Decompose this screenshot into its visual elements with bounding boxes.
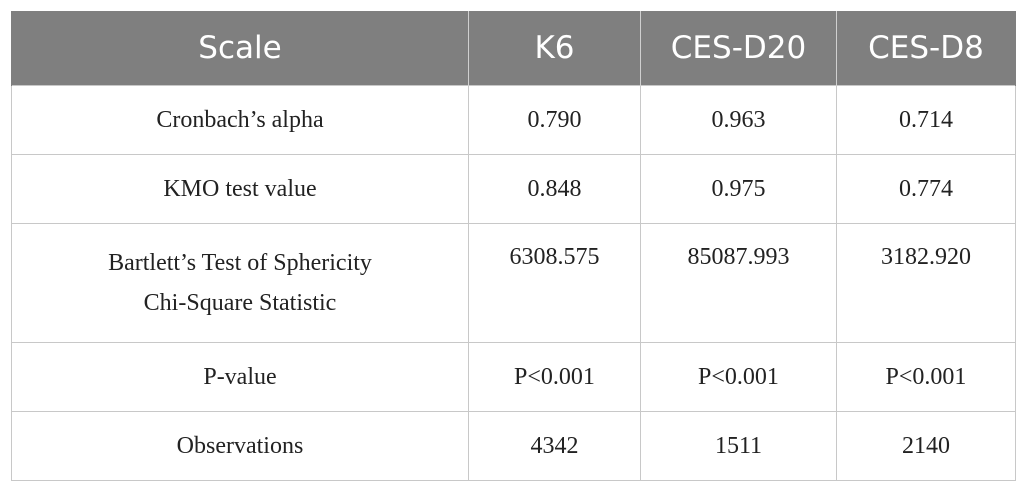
- cell-value: 4342: [468, 411, 641, 481]
- table-row: Observations 4342 1511 2140: [11, 411, 1016, 481]
- cell-value: 2140: [836, 411, 1016, 481]
- reliability-table: Scale K6 CES-D20 CES-D8 Cronbach’s alpha…: [11, 11, 1016, 481]
- row-label-line: Observations: [176, 433, 304, 459]
- table-row: P-value P<0.001 P<0.001 P<0.001: [11, 342, 1016, 412]
- cell-value: 0.714: [836, 85, 1016, 155]
- row-label-line: Cronbach’s alpha: [156, 107, 324, 133]
- header-k6: K6: [468, 11, 641, 86]
- cell-value: 0.790: [468, 85, 641, 155]
- cell-value: 0.975: [640, 154, 837, 224]
- cell-value: P<0.001: [640, 342, 837, 412]
- cell-value: 0.774: [836, 154, 1016, 224]
- header-scale: Scale: [11, 11, 469, 86]
- cell-value: 6308.575: [468, 223, 641, 343]
- table-header-row: Scale K6 CES-D20 CES-D8: [11, 11, 1016, 86]
- reliability-table-container: Scale K6 CES-D20 CES-D8 Cronbach’s alpha…: [11, 11, 1016, 481]
- cell-value: 0.848: [468, 154, 641, 224]
- table-row: KMO test value 0.848 0.975 0.774: [11, 154, 1016, 224]
- row-label-observations: Observations: [11, 411, 469, 481]
- row-label-line: Bartlett’s Test of Sphericity: [108, 250, 372, 276]
- cell-value: P<0.001: [468, 342, 641, 412]
- header-ces-d8: CES-D8: [836, 11, 1016, 86]
- row-label-line: Chi-Square Statistic: [143, 290, 337, 316]
- cell-value: 0.963: [640, 85, 837, 155]
- cell-value: 1511: [640, 411, 837, 481]
- cell-value: 3182.920: [836, 223, 1016, 343]
- row-label-p-value: P-value: [11, 342, 469, 412]
- table-row: Cronbach’s alpha 0.790 0.963 0.714: [11, 85, 1016, 155]
- header-ces-d20: CES-D20: [640, 11, 837, 86]
- row-label-kmo: KMO test value: [11, 154, 469, 224]
- row-label-cronbach: Cronbach’s alpha: [11, 85, 469, 155]
- row-label-line: KMO test value: [163, 176, 317, 202]
- cell-value: P<0.001: [836, 342, 1016, 412]
- table-row: Bartlett’s Test of Sphericity Chi-Square…: [11, 223, 1016, 343]
- row-label-bartlett: Bartlett’s Test of Sphericity Chi-Square…: [11, 223, 469, 343]
- row-label-line: P-value: [203, 364, 277, 390]
- cell-value: 85087.993: [640, 223, 837, 343]
